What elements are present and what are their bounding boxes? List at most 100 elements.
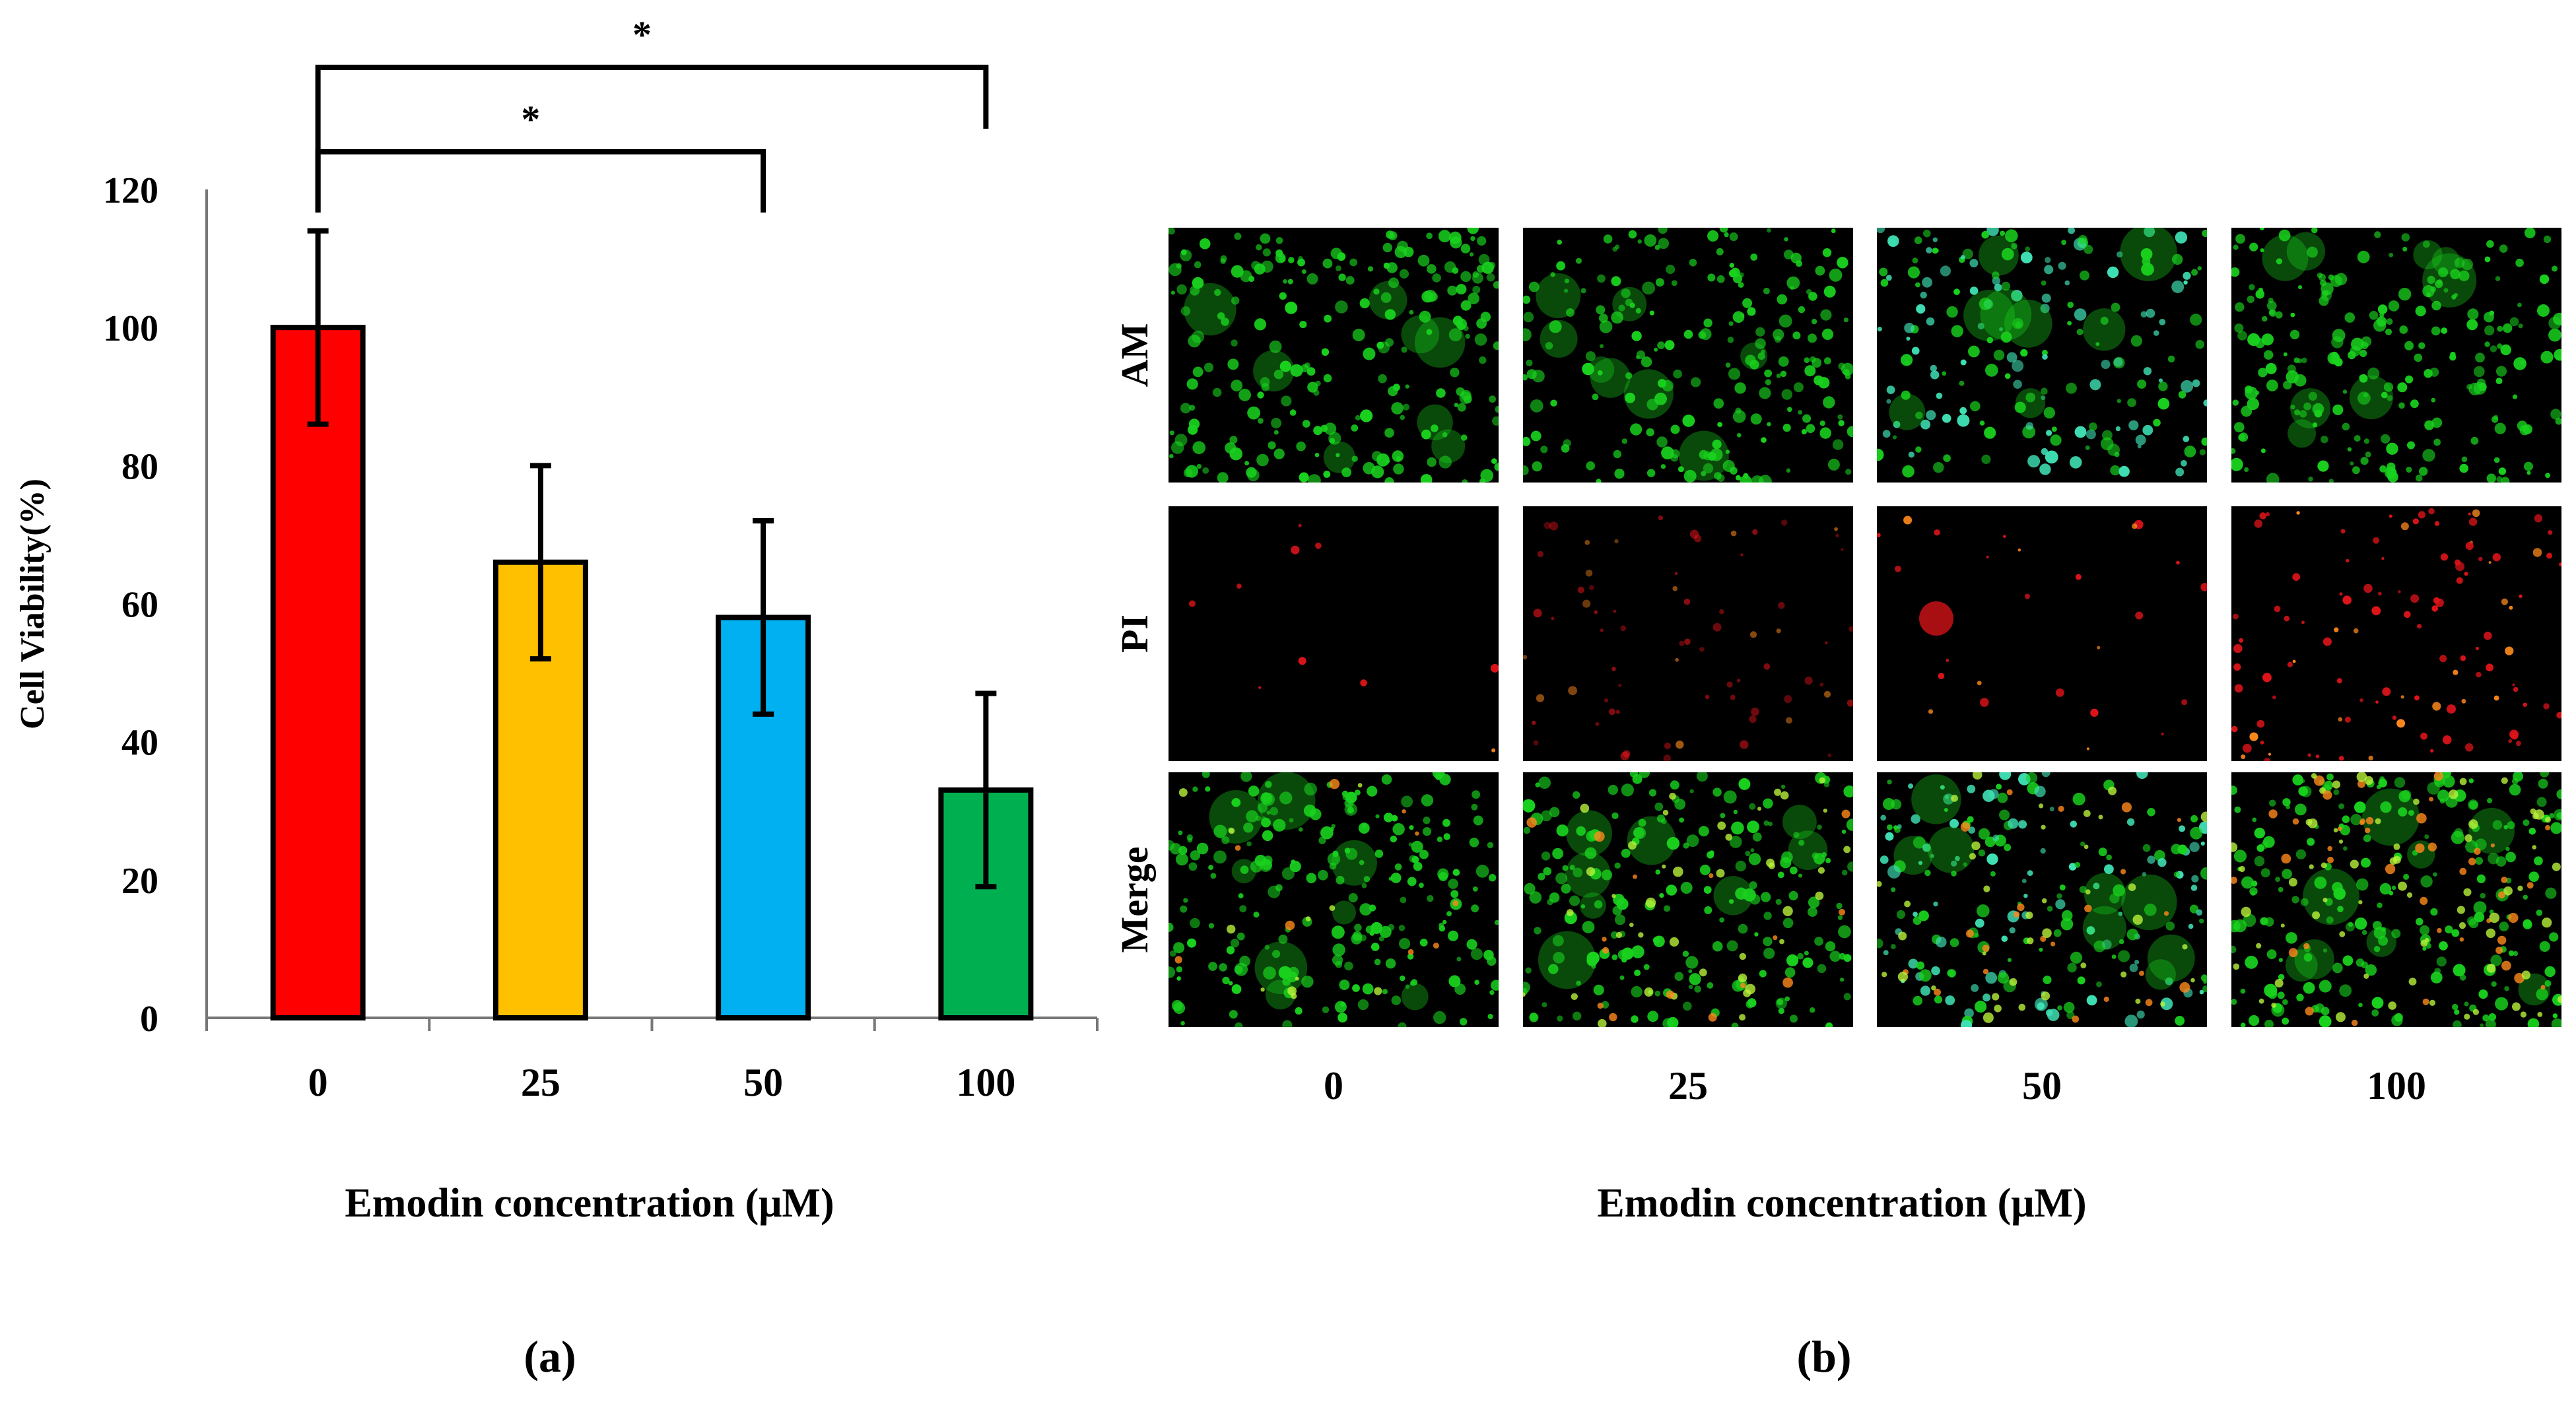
cell-dot [1717,422,1722,427]
cell-dot [2061,240,2066,246]
cell-dot [1278,966,1292,980]
cell-dot [2241,906,2251,918]
cell-dot [1782,977,1793,988]
cell-dot [1330,826,1334,832]
cell-dot [1779,314,1792,328]
cell-dot [1212,387,1222,397]
cell-dot [1388,386,1398,397]
cell-dot [2412,850,2418,856]
cell-dot [1913,836,1926,849]
cell-dot [1523,799,1536,813]
cell-dot [2509,784,2521,796]
cell-dot [1798,840,1805,846]
cell-dot [2337,906,2344,912]
cell-dot [1776,628,1781,634]
cell-dot [2455,559,2461,566]
cell-dot [1536,694,1545,702]
cell-dot [1683,469,1697,483]
cell-dot [1538,931,1596,989]
row-label-pi: PI [1113,615,1156,653]
image-merge-0 [1169,772,1499,1027]
cell-dot [2282,999,2288,1005]
cell-dot [1184,283,1237,336]
cell-dot [2117,251,2123,258]
cell-dot [2259,228,2264,230]
cell-dot [2453,669,2458,675]
cell-dot [2365,964,2377,976]
cell-dot [1362,983,1374,995]
cell-dot [1664,905,1670,912]
cell-dot [1967,784,1976,793]
cell-dot [1360,679,1367,686]
cell-dot [1318,869,1328,881]
cell-dot [2025,246,2031,252]
cell-dot [1986,228,1999,236]
cell-dot [1788,890,1798,901]
cell-dot [2501,877,2508,883]
cell-dot [1419,850,1429,859]
cell-dot [1202,467,1209,474]
cell-dot [1838,362,1845,370]
cell-dot [1747,998,1757,1008]
cell-dot [1367,266,1374,272]
cell-dot [1808,292,1817,301]
cell-dot [2241,876,2254,889]
cell-dot [2260,448,2266,453]
cell-dot [1911,347,1920,355]
cell-dot [2478,989,2488,999]
cell-dot [1825,641,1828,645]
cell-dot [2136,772,2148,780]
cell-dot [1999,327,2003,331]
cell-dot [1308,474,1321,483]
row-label-am: AM [1113,323,1156,387]
cell-dot [1285,920,1295,931]
cell-dot [2472,1009,2479,1015]
cell-dot [1304,782,1317,796]
cell-dot [2559,562,2561,566]
cell-dot [1896,910,1905,919]
cell-dot [1617,949,1629,960]
cell-dot [1569,865,1575,871]
cell-dot [2282,1017,2289,1025]
cell-dot [2464,743,2474,752]
cell-dot [1385,338,1394,347]
cell-dot [1796,260,1802,267]
cell-dot [1288,257,1295,263]
cell-dot [1924,869,1931,877]
cell-dot [2312,422,2318,428]
cell-dot [1611,894,1616,898]
cell-dot [2179,982,2190,993]
cell-dot [1716,275,1725,283]
cell-dot [1556,261,1565,271]
cell-dot [2480,892,2486,899]
cell-dot [1229,1010,1238,1019]
cell-dot [1612,246,1617,252]
cell-dot [1959,380,1965,386]
cell-dot [2281,853,2291,864]
cell-dot [1969,259,1979,268]
cell-dot [2365,451,2371,457]
cell-dot [2042,354,2048,360]
cell-dot [2486,473,2496,483]
cell-dot [1313,426,1322,436]
cell-dot [2437,789,2450,802]
cell-dot [1629,302,1635,308]
cell-dot [1185,465,1198,478]
cell-dot [2549,932,2559,942]
cell-dot [1307,382,1318,393]
cell-dot [1476,318,1487,329]
cell-dot [2427,782,2440,795]
cell-dot [1609,1013,1617,1022]
cell-dot [1992,271,2000,279]
cell-dot [1919,601,1953,636]
cell-dot [2410,594,2420,603]
cell-dot [1733,809,1738,815]
cell-dot [2545,824,2551,830]
cell-dot [1491,458,1497,464]
cell-dot [2041,349,2048,356]
cell-dot [2373,946,2381,952]
cell-dot [2491,981,2497,987]
cell-dot [2496,476,2503,483]
cell-dot [2064,280,2070,286]
